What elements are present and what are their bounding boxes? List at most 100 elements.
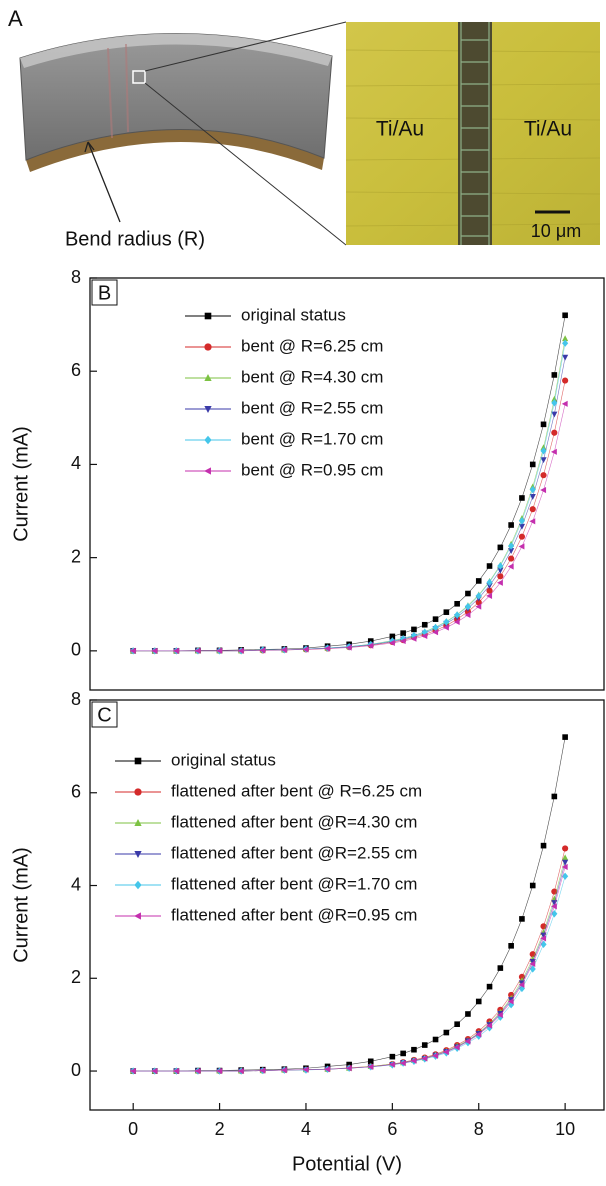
marker bbox=[508, 943, 514, 949]
zoom-line bbox=[144, 21, 347, 72]
marker bbox=[367, 1058, 374, 1065]
marker bbox=[411, 1046, 417, 1053]
x-tick-label: 2 bbox=[215, 1119, 225, 1139]
marker bbox=[508, 522, 514, 528]
marker bbox=[562, 335, 569, 342]
x-tick-label: 4 bbox=[301, 1119, 311, 1139]
marker bbox=[454, 611, 461, 619]
marker bbox=[550, 448, 557, 455]
legend-label: flattened after bent @R=2.55 cm bbox=[171, 843, 417, 862]
marker bbox=[465, 590, 471, 597]
y-tick-label: 8 bbox=[71, 267, 81, 287]
marker bbox=[453, 1044, 460, 1051]
marker bbox=[464, 602, 472, 611]
marker bbox=[151, 647, 158, 654]
marker bbox=[237, 647, 244, 654]
marker bbox=[508, 555, 515, 562]
marker bbox=[454, 600, 460, 607]
marker bbox=[345, 644, 352, 651]
marker bbox=[453, 618, 460, 626]
y-tick-label: 6 bbox=[71, 360, 81, 380]
marker bbox=[475, 599, 482, 606]
marker bbox=[540, 486, 547, 494]
marker bbox=[173, 647, 179, 654]
marker bbox=[464, 611, 471, 619]
zoom-line bbox=[144, 82, 347, 246]
scale-bar-label: 10 μm bbox=[531, 221, 581, 241]
marker bbox=[551, 429, 558, 436]
marker bbox=[421, 1042, 428, 1048]
marker bbox=[216, 647, 223, 654]
panel-label-box bbox=[91, 279, 118, 306]
marker bbox=[151, 1067, 158, 1075]
marker bbox=[411, 626, 417, 633]
marker bbox=[562, 859, 569, 866]
pointer-arrow bbox=[87, 141, 121, 223]
marker bbox=[410, 1057, 417, 1064]
legend-marker bbox=[134, 788, 142, 796]
panel-label: B bbox=[98, 282, 111, 304]
legend-label: bent @ R=4.30 cm bbox=[241, 367, 383, 386]
marker bbox=[486, 983, 493, 990]
marker bbox=[507, 563, 514, 570]
marker bbox=[540, 940, 547, 949]
marker bbox=[486, 592, 493, 599]
marker bbox=[400, 630, 406, 636]
marker bbox=[540, 444, 547, 451]
legend-marker bbox=[204, 374, 212, 381]
marker bbox=[443, 1029, 450, 1036]
marker bbox=[442, 1048, 449, 1056]
marker bbox=[443, 609, 450, 615]
y-tick-label: 6 bbox=[71, 782, 81, 802]
marker bbox=[497, 573, 504, 580]
marker bbox=[529, 494, 536, 500]
marker bbox=[432, 629, 439, 636]
marker bbox=[508, 548, 515, 555]
marker bbox=[486, 578, 493, 586]
device-edge bbox=[20, 33, 332, 68]
channel-lines bbox=[460, 22, 490, 245]
marker bbox=[540, 472, 547, 479]
zoom-region bbox=[132, 70, 146, 84]
marker bbox=[497, 562, 504, 570]
series-line bbox=[133, 343, 566, 652]
y-tick-label: 2 bbox=[71, 546, 81, 566]
marker bbox=[551, 395, 558, 402]
marker bbox=[129, 1067, 136, 1075]
marker bbox=[173, 1067, 179, 1075]
marker bbox=[302, 646, 309, 653]
marker bbox=[561, 400, 568, 407]
legend-marker bbox=[134, 880, 142, 890]
substrate bbox=[26, 129, 324, 172]
panel-label-box bbox=[91, 701, 118, 728]
marker bbox=[518, 981, 525, 988]
y-tick-label: 0 bbox=[71, 1060, 81, 1080]
marker bbox=[562, 312, 568, 319]
panel-a: A Bend radius (R) Ti/Au Ti/Au 10 μm bbox=[8, 6, 601, 250]
marker bbox=[562, 377, 569, 384]
x-axis-label: Potential (V) bbox=[292, 1153, 402, 1175]
device-electrode bbox=[107, 43, 129, 139]
panel-label: C bbox=[97, 704, 111, 726]
marker bbox=[518, 533, 526, 540]
y-tick-label: 0 bbox=[71, 640, 81, 660]
marker bbox=[346, 1061, 352, 1068]
legend-marker bbox=[204, 406, 212, 413]
marker bbox=[399, 1060, 406, 1067]
marker bbox=[475, 592, 482, 600]
legend-label: bent @ R=2.55 cm bbox=[241, 398, 383, 417]
x-tick-label: 6 bbox=[387, 1119, 397, 1139]
legend-marker bbox=[204, 312, 212, 320]
x-tick-label: 8 bbox=[474, 1119, 484, 1139]
marker bbox=[518, 973, 526, 980]
legend-marker bbox=[134, 819, 142, 826]
marker bbox=[507, 998, 514, 1005]
marker bbox=[519, 916, 525, 922]
marker bbox=[529, 518, 536, 525]
legend-marker bbox=[134, 912, 141, 920]
marker bbox=[529, 960, 536, 967]
marker bbox=[550, 903, 557, 910]
y-axis-label: Current (mA) bbox=[10, 847, 32, 963]
